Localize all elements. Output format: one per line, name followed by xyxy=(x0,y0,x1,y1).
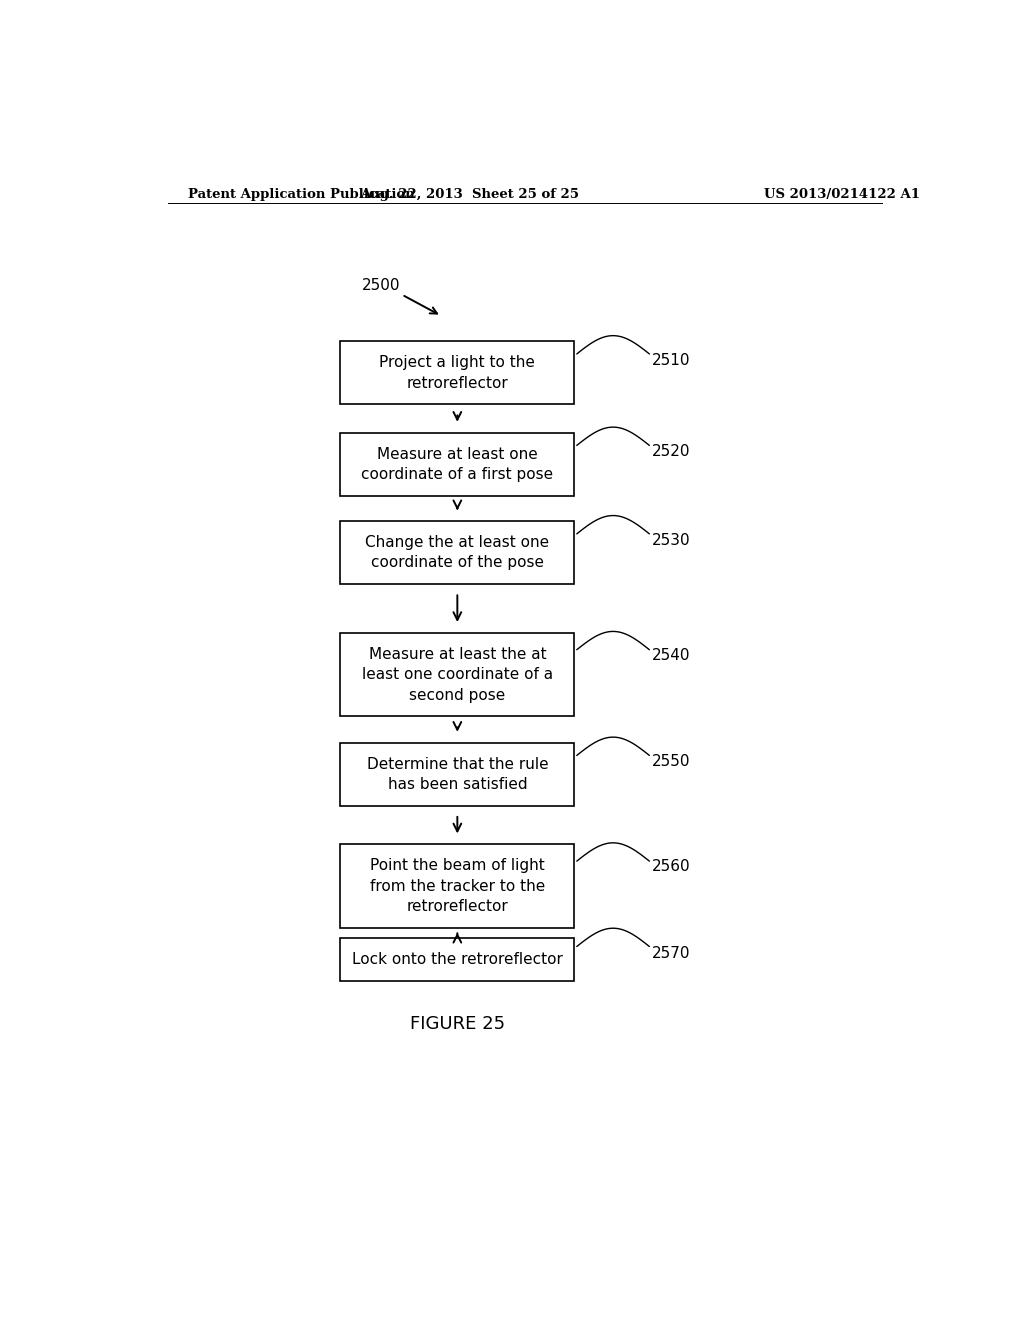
Text: US 2013/0214122 A1: US 2013/0214122 A1 xyxy=(764,189,921,202)
Bar xyxy=(340,743,574,805)
Text: 2530: 2530 xyxy=(652,532,690,548)
Text: Measure at least the at
least one coordinate of a
second pose: Measure at least the at least one coordi… xyxy=(361,647,553,702)
Bar xyxy=(340,433,574,496)
Text: FIGURE 25: FIGURE 25 xyxy=(410,1015,505,1034)
Text: Determine that the rule
has been satisfied: Determine that the rule has been satisfi… xyxy=(367,756,548,792)
Text: Project a light to the
retroreflector: Project a light to the retroreflector xyxy=(380,355,536,391)
Text: 2570: 2570 xyxy=(652,945,690,961)
Bar xyxy=(340,845,574,928)
Text: 2520: 2520 xyxy=(652,444,690,459)
Text: Lock onto the retroreflector: Lock onto the retroreflector xyxy=(352,952,563,966)
Text: Measure at least one
coordinate of a first pose: Measure at least one coordinate of a fir… xyxy=(361,446,553,482)
Bar xyxy=(340,939,574,981)
Text: 2550: 2550 xyxy=(652,754,690,770)
Text: 2560: 2560 xyxy=(652,859,690,874)
Text: 2500: 2500 xyxy=(362,279,400,293)
Text: Patent Application Publication: Patent Application Publication xyxy=(187,189,415,202)
Text: Change the at least one
coordinate of the pose: Change the at least one coordinate of th… xyxy=(366,535,550,570)
Text: 2540: 2540 xyxy=(652,648,690,663)
Text: Aug. 22, 2013  Sheet 25 of 25: Aug. 22, 2013 Sheet 25 of 25 xyxy=(359,189,579,202)
Text: Point the beam of light
from the tracker to the
retroreflector: Point the beam of light from the tracker… xyxy=(370,858,545,913)
Bar xyxy=(340,342,574,404)
Bar xyxy=(340,521,574,585)
Text: 2510: 2510 xyxy=(652,352,690,368)
Bar xyxy=(340,634,574,717)
